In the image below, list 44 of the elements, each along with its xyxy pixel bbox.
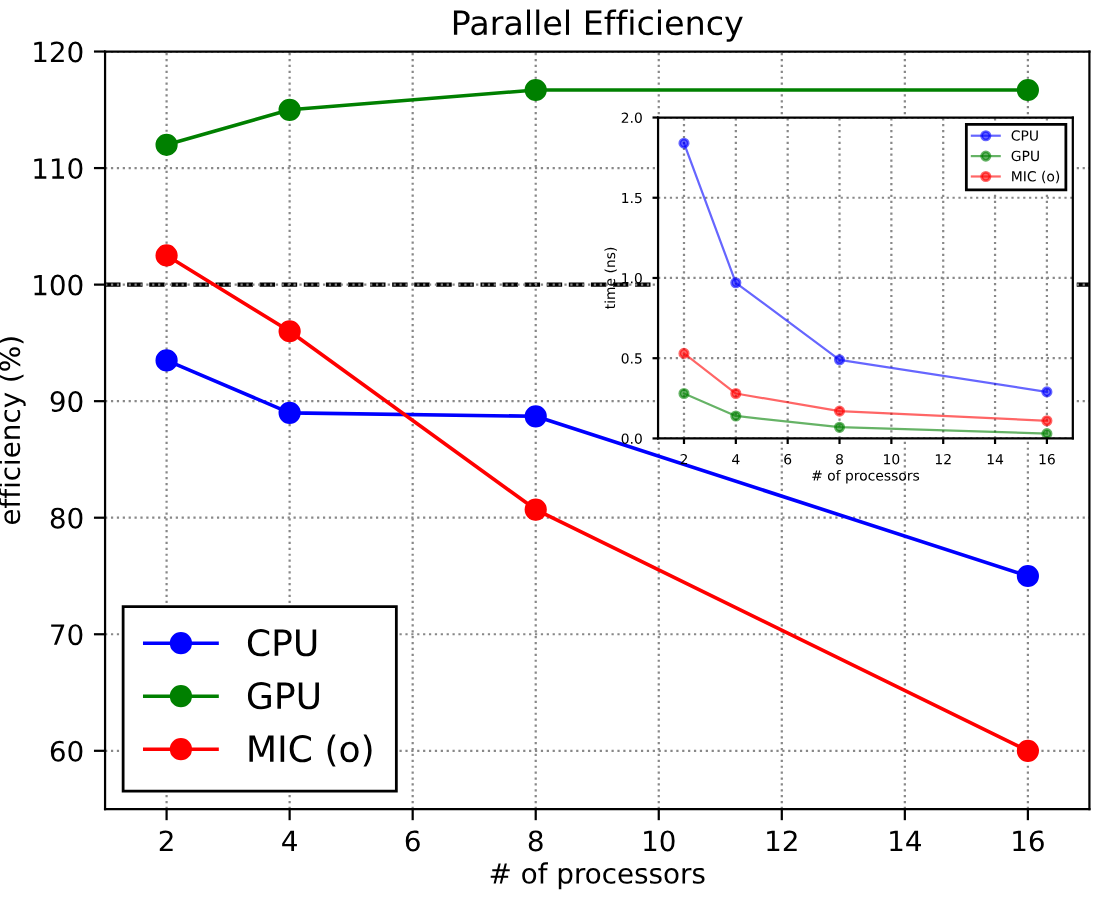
y-tick-label: 90: [50, 391, 83, 413]
point: [1016, 564, 1039, 588]
legend-label: MIC (o): [249, 734, 372, 767]
point: [730, 387, 742, 400]
x-tick-label: 4: [282, 830, 297, 852]
point: [278, 320, 301, 343]
point: [1041, 386, 1053, 398]
x-tick-label: 14: [890, 830, 921, 852]
point: [678, 137, 690, 149]
y-tick-label: 70: [51, 624, 83, 646]
y-tick-label: 110: [34, 158, 83, 180]
point: [524, 78, 547, 102]
x-tick-label: 8: [528, 830, 543, 852]
x-tick-label: 2: [159, 830, 173, 852]
y-tick-label: 120: [34, 41, 83, 63]
point: [730, 410, 742, 422]
point: [678, 347, 690, 359]
point: [833, 354, 846, 366]
point: [833, 421, 846, 433]
x-axis-title: # of processors: [490, 862, 705, 890]
y-tick-label: 60: [50, 740, 83, 762]
point: [524, 405, 547, 428]
y-tick-label: 80: [50, 507, 83, 529]
y-tick-label: 100: [34, 274, 83, 296]
point: [1041, 415, 1053, 427]
point: [155, 349, 178, 372]
point: [155, 244, 178, 267]
point: [730, 277, 742, 289]
x-tick-label: 16: [1013, 830, 1044, 852]
point: [1041, 428, 1053, 439]
point: [155, 133, 178, 156]
legend-label: GPU: [247, 682, 319, 710]
point: [524, 498, 547, 521]
point: [278, 401, 301, 424]
point: [1016, 739, 1039, 762]
x-tick-label: 10: [644, 830, 675, 852]
point: [278, 98, 301, 121]
chart-title: Parallel Efficiency: [453, 9, 743, 42]
point: [678, 387, 690, 400]
point: [1016, 78, 1039, 102]
point: [833, 405, 846, 417]
legend-label: CPU: [247, 629, 317, 657]
x-tick-label: 12: [767, 830, 797, 852]
x-tick-label: 6: [405, 830, 420, 852]
